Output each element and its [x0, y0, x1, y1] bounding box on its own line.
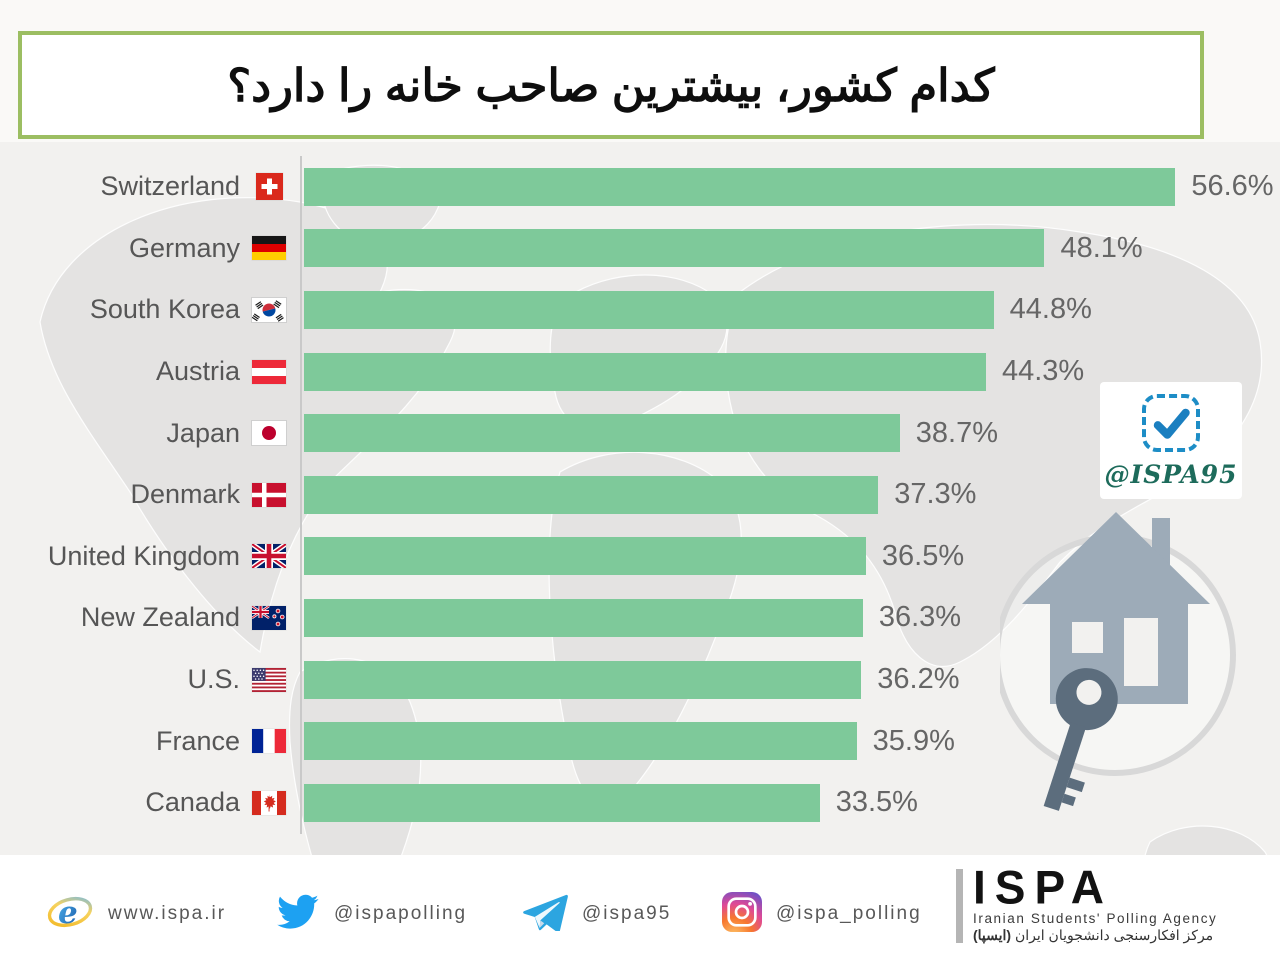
country-label: France	[155, 725, 240, 756]
country-label: United Kingdom	[47, 540, 240, 571]
value-label: 44.8%	[1009, 293, 1092, 326]
twitter-handle: @ispapolling	[334, 903, 468, 924]
country-label: Denmark	[130, 479, 240, 510]
twitter-icon	[276, 894, 320, 935]
bar-row: Switzerland 56.6%	[0, 156, 1280, 218]
flag-south-korea-icon	[250, 295, 288, 325]
bar	[304, 290, 994, 329]
twitter-link[interactable]: @ispapolling	[276, 889, 467, 939]
flag-denmark-icon	[250, 480, 288, 510]
instagram-link[interactable]: @ispa_polling	[722, 889, 922, 939]
instagram-handle: @ispa_polling	[776, 903, 922, 924]
bar-row: South Korea 44.8%	[0, 279, 1280, 341]
value-label: 44.3%	[1001, 355, 1085, 388]
house-icon	[1022, 512, 1210, 704]
bar-row: U.S. 36.2%	[0, 648, 1280, 711]
value-label: 35.9%	[872, 724, 955, 757]
key-icon	[1043, 668, 1118, 811]
bar	[304, 229, 1045, 268]
flag-canada-icon	[250, 788, 288, 818]
bar	[304, 537, 866, 576]
page-title: کدام کشور، بیشترین صاحب خانه را دارد؟	[227, 59, 995, 111]
internet-explorer-icon: e	[46, 891, 94, 938]
country-label: Germany	[128, 232, 240, 263]
flag-us-icon	[250, 665, 288, 695]
bar-row: Austria 44.3%	[0, 340, 1280, 403]
value-label: 48.1%	[1060, 231, 1143, 264]
ispa95-badge: @ISPA95	[1100, 382, 1242, 499]
website-link[interactable]: e www.ispa.ir	[46, 889, 226, 939]
country-label: Canada	[145, 787, 240, 818]
value-label: 38.7%	[915, 416, 998, 449]
bar	[304, 598, 863, 637]
country-label: Switzerland	[100, 171, 240, 202]
bar-row: New Zealand 36.3%	[0, 587, 1280, 649]
value-label: 36.2%	[877, 663, 960, 696]
telegram-link[interactable]: @ispa95	[522, 889, 671, 939]
flag-germany-icon	[250, 233, 288, 263]
country-label: Japan	[166, 417, 240, 448]
bar-row: Canada 33.5%	[0, 771, 1280, 834]
ispa-logo-block: ISPA Iranian Students' Polling Agency مر…	[956, 860, 1218, 944]
ispa-subtitle-fa: مرکز افکارسنجی دانشجویان ایران (ایسپا)	[973, 927, 1214, 943]
flag-france-icon	[250, 726, 288, 756]
svg-text:e: e	[58, 895, 78, 931]
ispa-logo: ISPA	[973, 860, 1113, 914]
country-label: South Korea	[89, 294, 240, 325]
value-label: 36.3%	[878, 601, 962, 634]
flag-new-zealand-icon	[250, 603, 288, 633]
flag-austria-icon	[250, 357, 288, 387]
chart-area: Switzerland 56.6% Germany 48.1% South Ko…	[0, 142, 1280, 855]
footer: e www.ispa.ir @ispapolling @ispa95	[0, 855, 1280, 960]
value-label: 56.6%	[1191, 170, 1274, 203]
bar-rows: Switzerland 56.6% Germany 48.1% South Ko…	[0, 156, 1280, 834]
country-label: New Zealand	[80, 602, 240, 633]
telegram-icon	[522, 893, 568, 936]
value-label: 36.5%	[881, 539, 965, 572]
bar-row: Denmark 37.3%	[0, 463, 1280, 526]
value-label: 37.3%	[894, 478, 977, 511]
logo-divider	[956, 869, 963, 943]
flag-switzerland-icon	[250, 172, 288, 202]
title-box: کدام کشور، بیشترین صاحب خانه را دارد؟	[18, 31, 1204, 139]
checkmark-badge-icon	[1142, 394, 1200, 452]
bar-row: Japan 38.7%	[0, 402, 1280, 464]
bar	[304, 722, 857, 761]
ispa95-handle: @ISPA95	[1104, 460, 1238, 489]
bar	[304, 475, 879, 514]
bar-row: Germany 48.1%	[0, 217, 1280, 280]
instagram-icon	[722, 891, 762, 937]
ispa-subtitle-en: Iranian Students' Polling Agency	[973, 911, 1218, 926]
country-label: Austria	[155, 356, 240, 387]
bar-row: United Kingdom 36.5%	[0, 525, 1280, 588]
value-label: 33.5%	[835, 786, 918, 819]
telegram-handle: @ispa95	[582, 903, 672, 924]
website-label: www.ispa.ir	[108, 903, 227, 924]
house-key-graphic	[994, 470, 1260, 820]
bar	[304, 352, 986, 391]
bar	[304, 660, 862, 699]
bar-row: France 35.9%	[0, 710, 1280, 772]
flag-japan-icon	[250, 418, 288, 448]
country-label: U.S.	[187, 664, 240, 695]
bar	[304, 414, 900, 453]
flag-united-kingdom-icon	[250, 541, 288, 571]
bar	[304, 167, 1176, 206]
bar	[304, 783, 820, 822]
